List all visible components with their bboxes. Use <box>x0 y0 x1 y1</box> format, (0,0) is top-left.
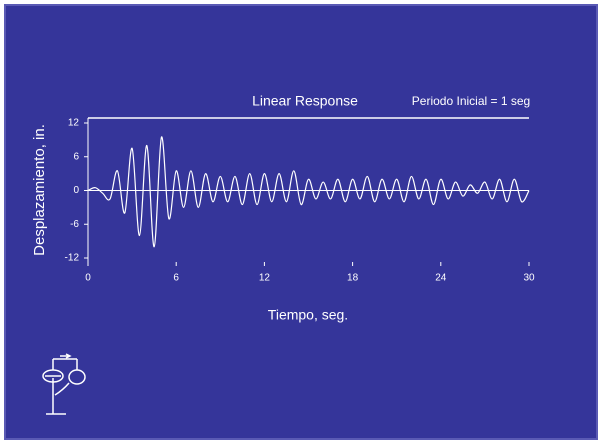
x-tick-label: 0 <box>85 273 91 284</box>
x-tick-label: 12 <box>259 273 271 284</box>
response-line <box>87 136 530 248</box>
x-tick-label: 30 <box>523 273 535 284</box>
y-axis-label: Desplazamiento, in. <box>31 124 48 256</box>
y-tick-label: 0 <box>73 185 79 196</box>
y-tick-label: 6 <box>73 151 79 162</box>
y-tick-label: 12 <box>68 118 80 129</box>
x-tick-label: 24 <box>435 273 447 284</box>
x-tick-label: 6 <box>173 273 179 284</box>
x-tick-label: 18 <box>347 273 359 284</box>
chart-title: Linear Response <box>252 93 358 109</box>
slide-background <box>4 4 598 440</box>
chart-subtitle: Periodo Inicial = 1 seg <box>412 94 530 108</box>
x-axis-label: Tiempo, seg. <box>268 307 348 323</box>
y-tick-label: -6 <box>70 219 79 230</box>
pendulum-icon <box>42 353 86 415</box>
y-tick-label: -12 <box>65 253 80 264</box>
